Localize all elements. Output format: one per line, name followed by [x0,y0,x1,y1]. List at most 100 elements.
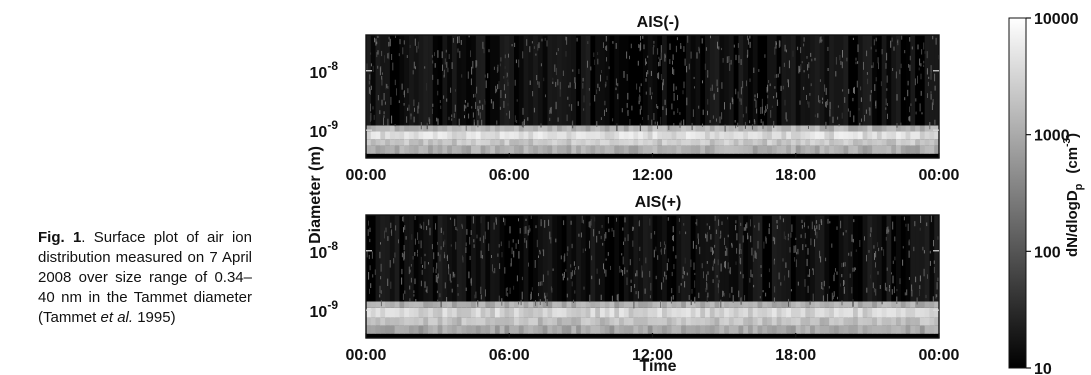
heatmap-band [366,325,940,334]
heatmap-cell [881,301,887,308]
heatmap-speck [443,69,445,77]
heatmap-cell [810,145,816,154]
heatmap-speck [469,255,471,260]
heatmap-cell [523,131,529,140]
heatmap-cell [900,35,906,126]
heatmap-speck [647,115,649,121]
heatmap-speck [887,113,888,119]
heatmap-speck [919,285,921,290]
heatmap-speck [886,267,888,271]
heatmap-speck [773,259,775,265]
heatmap-speck [640,35,641,41]
heatmap-cell [752,139,758,146]
heatmap-cell [919,125,926,132]
heatmap-speck [385,227,387,233]
heatmap-speck [936,282,938,290]
heatmap-speck [550,106,552,114]
heatmap-speck [896,94,898,101]
heatmap-speck [737,122,739,127]
heatmap-speck [925,294,927,299]
heatmap-speck [411,234,413,240]
heatmap-speck [803,37,805,42]
heatmap-cell [418,145,424,154]
heatmap-cell [466,139,472,146]
heatmap-speck [785,49,787,53]
heatmap-speck [851,287,853,294]
heatmap-speck [837,296,838,300]
heatmap-speck [381,99,383,106]
heatmap-cell [514,307,520,318]
heatmap-speck [621,253,623,256]
heatmap-speck [927,274,928,279]
heatmap-speck [807,100,808,105]
heatmap-cell [728,131,735,140]
x-tick-label: 12:00 [632,347,673,364]
heatmap-cell [475,131,481,140]
heatmap-speck [823,280,825,287]
heatmap-speck [476,60,478,67]
heatmap-speck [495,217,497,223]
heatmap-cell [451,35,458,126]
heatmap-speck [715,229,717,234]
heatmap-cell [375,125,381,132]
heatmap-speck [639,95,641,102]
heatmap-speck [425,289,427,292]
heatmap-cell [494,325,501,334]
heatmap-speck [869,94,871,102]
heatmap-speck [835,71,837,77]
heatmap-cell [767,317,773,326]
heatmap-cell [480,307,486,318]
heatmap-speck [644,288,646,294]
colorbar-label: dN/dlogDp(cm-3) [1062,133,1085,257]
heatmap-band [366,317,940,326]
heatmap-speck [664,241,665,245]
heatmap-cell [590,145,596,154]
heatmap-speck [499,63,501,67]
heatmap-speck [387,118,389,126]
heatmap-speck [792,50,794,57]
heatmap-speck [656,104,658,108]
heatmap-speck [455,89,456,92]
heatmap-speck [887,226,889,234]
heatmap-cell [514,317,520,326]
heatmap-speck [803,86,805,90]
heatmap-speck [818,224,820,230]
heatmap-speck [391,229,393,236]
heatmap-cell [733,325,739,334]
heatmap-speck [540,63,542,67]
heatmap-speck [381,50,383,57]
heatmap-speck [501,252,503,258]
heatmap-cell [561,125,567,132]
heatmap-speck [665,108,667,116]
heatmap-speck [881,49,883,55]
heatmap-speck [564,253,566,262]
heatmap-cell [891,301,897,308]
heatmap-cell [876,131,883,140]
heatmap-cell [748,307,754,318]
heatmap-cell [499,325,505,334]
heatmap-speck [527,229,529,236]
heatmap-cell [676,325,682,334]
heatmap-speck [466,229,468,235]
heatmap-cell [394,215,400,302]
heatmap-speck [714,244,716,248]
heatmap-speck [638,44,640,48]
heatmap-cell [853,139,859,146]
heatmap-cell [557,35,563,126]
heatmap-cell [805,145,811,154]
heatmap-cell [771,131,778,140]
heatmap-speck [540,123,542,128]
heatmap-speck [437,299,439,302]
heatmap-speck [651,92,653,95]
heatmap-cell [800,139,806,146]
heatmap-cell [494,307,501,318]
heatmap-cell [580,317,587,326]
heatmap-speck [926,68,928,75]
heatmap-speck [523,226,525,234]
heatmap-speck [380,276,382,280]
heatmap-speck [795,245,797,253]
heatmap-cell [442,301,448,308]
heatmap-cell [876,145,883,154]
heatmap-speck [760,274,762,277]
heatmap-speck [627,92,629,100]
